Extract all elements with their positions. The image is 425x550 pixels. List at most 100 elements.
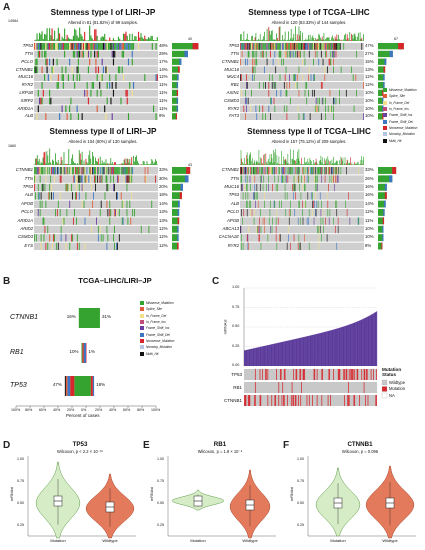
gene-freq-bar <box>378 97 384 104</box>
mutation-cell <box>243 43 245 50</box>
mutation-cell <box>284 43 286 50</box>
mutation-cell <box>44 50 46 58</box>
tmb-bar <box>156 37 158 41</box>
mrnasi-bar <box>326 331 328 366</box>
tmb-bar <box>333 156 334 165</box>
mutation-cell <box>84 175 86 183</box>
mutation-cell <box>326 50 327 58</box>
mutation-cell <box>320 43 321 50</box>
mutation-cell <box>122 167 124 175</box>
mutation-cell <box>61 43 63 50</box>
tmb-bar <box>101 160 103 165</box>
tmb-bar <box>328 161 330 165</box>
oncoprint-title: Stemness type II of TCGA–LIHC <box>247 127 371 136</box>
tmb-bar <box>288 163 289 165</box>
y-tick-label: 0.50 <box>297 501 304 505</box>
tmb-bar <box>86 40 88 41</box>
tmb-bar <box>154 162 156 165</box>
mutation-cell <box>263 175 265 183</box>
coonco-gene-label: RB1 <box>10 349 24 356</box>
gene-freq-bar-segment <box>178 66 180 73</box>
tmb-bar <box>92 40 94 41</box>
mutation-cell <box>251 89 252 97</box>
mutation-tick <box>338 369 340 380</box>
mutation-tick <box>295 395 297 406</box>
mutation-cell <box>46 167 48 175</box>
tmb-bar <box>154 40 156 41</box>
tmb-bar <box>112 38 115 41</box>
tmb-bar <box>298 26 300 41</box>
mutation-cell <box>105 175 107 183</box>
mutation-cell <box>308 167 309 175</box>
mutation-cell <box>257 167 258 175</box>
mrnasi-bar <box>301 337 303 366</box>
gene-label: MUC16 <box>18 74 33 80</box>
mutation-cell <box>62 82 64 89</box>
mutation-cell <box>293 175 295 183</box>
tmb-bar <box>284 159 285 165</box>
tmb-bar <box>52 39 54 41</box>
mutation-cell <box>253 74 255 81</box>
mutation-cell <box>92 167 94 175</box>
tmb-bar <box>109 163 111 165</box>
mutation-cell <box>283 82 285 89</box>
mutation-cell <box>85 175 87 183</box>
mrnasi-bar <box>306 336 308 366</box>
mutation-cell <box>45 175 47 183</box>
mutation-cell <box>246 167 248 175</box>
x-tick-label: Mutation <box>330 538 346 543</box>
mutation-cell <box>57 43 59 50</box>
mutation-cell <box>72 50 74 58</box>
tmb-bar <box>79 153 81 165</box>
mutation-cell <box>303 50 305 58</box>
mutation-cell <box>346 167 347 175</box>
mutation-cell <box>75 217 77 225</box>
legend-label: Frame_Shift_Ins <box>146 326 170 331</box>
mutation-cell <box>63 167 65 175</box>
mutation-cell <box>80 167 82 175</box>
axis-tick-label: 40% <box>109 408 117 412</box>
gene-row-background <box>34 175 158 183</box>
mutation-cell <box>327 105 329 113</box>
mrnasi-bar <box>317 333 319 366</box>
mutation-cell <box>53 234 54 242</box>
gene-label: RYR2 <box>227 242 239 248</box>
mrnasi-bar <box>366 316 368 366</box>
tmb-bar <box>304 40 306 41</box>
tmb-bar <box>271 31 272 41</box>
tmb-bar <box>61 160 63 165</box>
tmb-bar <box>269 154 271 165</box>
tmb-bar <box>61 36 63 41</box>
mutation-cell <box>244 167 245 175</box>
gene-freq-bar-segment <box>383 66 386 73</box>
mrnasi-bar <box>299 337 301 366</box>
mutation-cell <box>333 167 335 175</box>
axis-tick-label: 20% <box>67 408 75 412</box>
mutation-cell <box>264 43 265 50</box>
mutation-cell <box>60 225 62 234</box>
mutation-cell <box>72 43 74 50</box>
legend-swatch <box>383 100 387 105</box>
mutation-cell <box>53 192 54 200</box>
mutation-cell <box>55 242 57 250</box>
gene-label: MUC4 <box>226 74 239 80</box>
tmb-bar <box>121 40 123 41</box>
mutation-cell <box>121 66 123 74</box>
mutation-cell <box>255 200 256 208</box>
tmb-bar <box>307 39 308 41</box>
mutation-cell <box>348 192 349 200</box>
tmb-bar <box>119 164 121 165</box>
mutation-cell <box>325 97 327 105</box>
mrnasi-bar <box>304 336 306 366</box>
gene-label: CTNNB1 <box>221 58 239 64</box>
tmb-bar <box>253 163 254 165</box>
mutation-cell <box>323 225 324 234</box>
mutation-cell <box>273 97 275 105</box>
mutation-cell <box>66 209 68 217</box>
mutation-cell <box>333 97 334 105</box>
tmb-bar <box>320 37 321 41</box>
mutation-cell <box>44 225 46 234</box>
mutation-cell <box>245 89 246 97</box>
mrnasi-bar <box>252 348 254 366</box>
mutation-cell <box>327 43 329 50</box>
